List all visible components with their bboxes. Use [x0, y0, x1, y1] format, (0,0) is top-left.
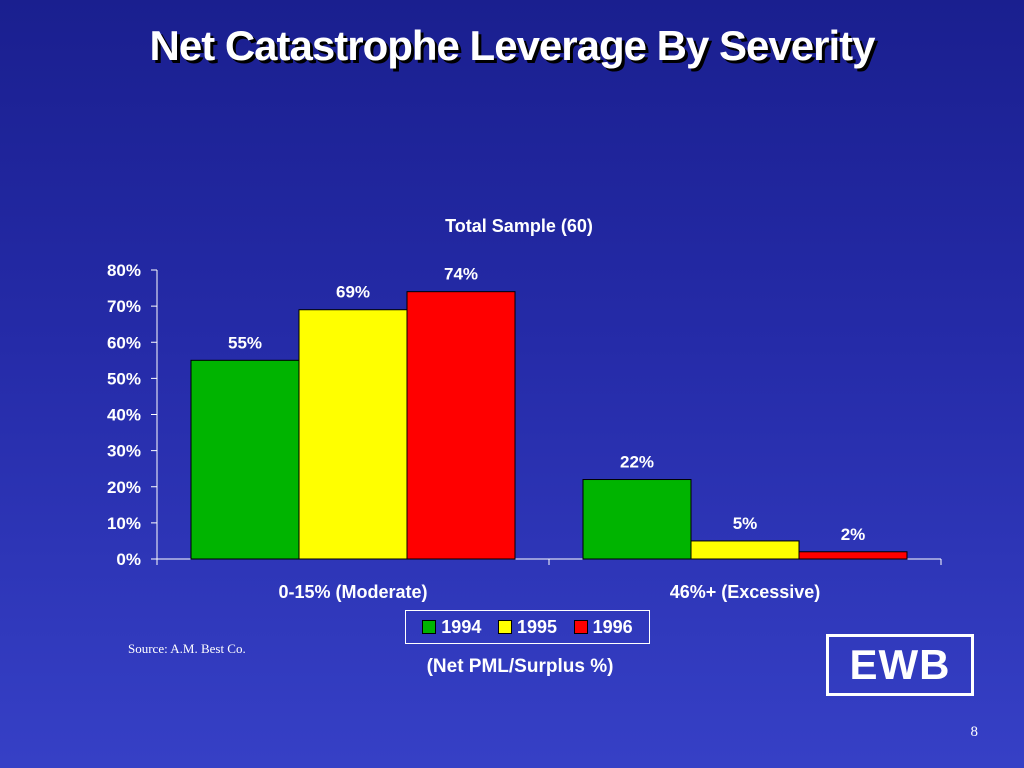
logo-text: EWB [849, 641, 951, 688]
y-tick-label: 30% [107, 442, 141, 461]
legend-label-1996: 1996 [592, 616, 633, 637]
data-label-1996-1: 74% [444, 265, 478, 284]
legend-entry-1996: 1996 [573, 616, 633, 638]
x-category-label: 46%+ (Excessive) [670, 582, 821, 602]
legend-entry-1994: 1994 [422, 617, 481, 638]
y-tick-label: 50% [107, 369, 141, 388]
y-tick-label: 0% [116, 550, 141, 569]
y-tick-label: 60% [107, 333, 141, 352]
bar-1996-1 [406, 291, 516, 560]
ewb-logo: EWB [826, 634, 974, 696]
legend-label-1995: 1995 [516, 616, 557, 637]
y-tick-label: 10% [107, 514, 141, 533]
data-label-1995-1: 69% [336, 283, 370, 302]
bar-1996-2 [798, 551, 908, 560]
slide-title: Net Catastrophe Leverage By Severity [149, 22, 876, 69]
y-tick-label: 70% [107, 297, 141, 316]
x-category-label: 0-15% (Moderate) [278, 582, 427, 602]
bar-1994-1 [190, 359, 300, 560]
data-label-1996-2: 2% [841, 525, 866, 544]
chart-axes: 0% 10% 20% 30% 40% 50% 60% 70% 80% 0-15% (Moderat… [107, 261, 942, 602]
y-tick-label: 20% [107, 478, 141, 497]
bar-1995-1 [298, 309, 408, 560]
bar-1995-2 [690, 540, 800, 560]
bar-1994-2 [582, 479, 692, 560]
legend-label-1994: 1994 [441, 616, 482, 637]
y-tick-label: 80% [107, 261, 141, 280]
legend-swatch-1995 [497, 620, 512, 634]
chart-legend: 1994 1995 1996 [405, 610, 650, 644]
page-number: 8 [970, 724, 979, 740]
y-tick-label: 40% [107, 406, 141, 425]
chart-bars [190, 291, 908, 560]
chart-data-labels: 55% 22% 69% 5% 74% 2% [228, 265, 865, 544]
data-label-1994-2: 22% [620, 453, 654, 472]
legend-swatch-1996 [573, 620, 588, 634]
x-axis-title: (Net PML/Surplus %) [426, 656, 614, 677]
legend-entry-1995: 1995 [497, 616, 557, 638]
data-label-1994-1: 55% [228, 333, 262, 352]
data-label-1995-2: 5% [733, 514, 758, 533]
legend-swatch-1994 [422, 620, 437, 634]
source-note: Source: A.M. Best Co. [128, 641, 246, 656]
chart-title: Total Sample (60) [445, 216, 593, 236]
